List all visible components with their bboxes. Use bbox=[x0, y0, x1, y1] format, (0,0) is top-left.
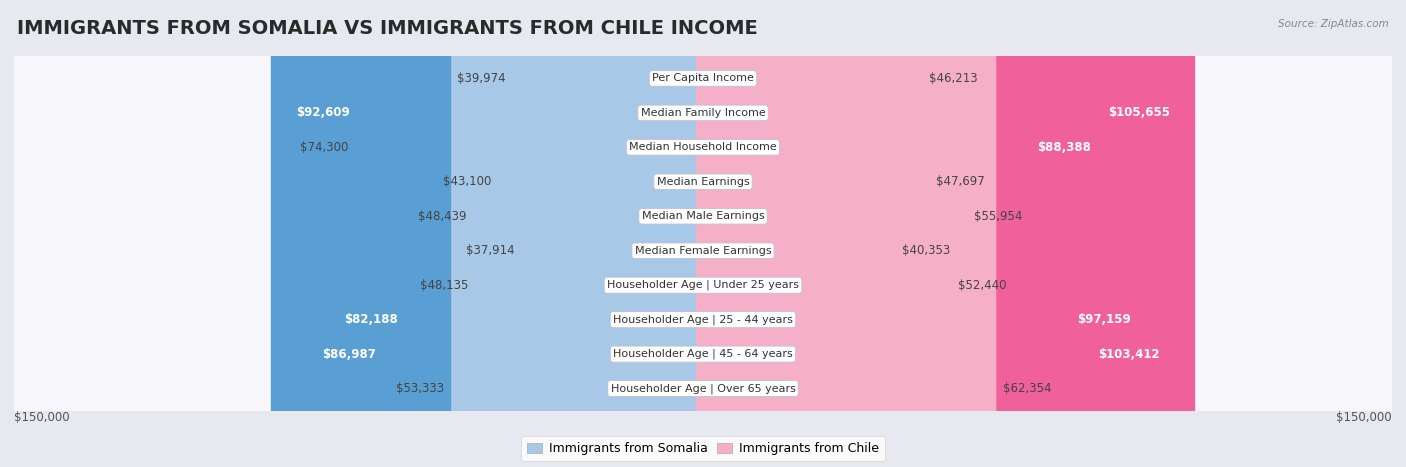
Text: Median Male Earnings: Median Male Earnings bbox=[641, 211, 765, 221]
FancyBboxPatch shape bbox=[10, 0, 1396, 467]
Text: Householder Age | Over 65 years: Householder Age | Over 65 years bbox=[610, 383, 796, 394]
FancyBboxPatch shape bbox=[10, 0, 1396, 467]
FancyBboxPatch shape bbox=[271, 0, 710, 467]
FancyBboxPatch shape bbox=[451, 0, 710, 467]
FancyBboxPatch shape bbox=[10, 0, 1396, 467]
Text: $43,100: $43,100 bbox=[443, 175, 491, 188]
Text: Householder Age | Under 25 years: Householder Age | Under 25 years bbox=[607, 280, 799, 290]
Text: $92,609: $92,609 bbox=[297, 106, 350, 120]
Legend: Immigrants from Somalia, Immigrants from Chile: Immigrants from Somalia, Immigrants from… bbox=[522, 436, 884, 461]
FancyBboxPatch shape bbox=[696, 0, 929, 467]
FancyBboxPatch shape bbox=[696, 0, 1195, 467]
FancyBboxPatch shape bbox=[696, 0, 1116, 467]
Text: $37,914: $37,914 bbox=[467, 244, 515, 257]
FancyBboxPatch shape bbox=[696, 0, 1156, 467]
Text: $39,974: $39,974 bbox=[457, 72, 506, 85]
FancyBboxPatch shape bbox=[10, 0, 1396, 467]
FancyBboxPatch shape bbox=[354, 0, 710, 467]
Text: $88,388: $88,388 bbox=[1036, 141, 1091, 154]
Text: Householder Age | 25 - 44 years: Householder Age | 25 - 44 years bbox=[613, 314, 793, 325]
Text: Median Family Income: Median Family Income bbox=[641, 108, 765, 118]
FancyBboxPatch shape bbox=[513, 0, 710, 467]
FancyBboxPatch shape bbox=[696, 0, 997, 467]
Text: $62,354: $62,354 bbox=[1002, 382, 1052, 395]
FancyBboxPatch shape bbox=[297, 0, 710, 467]
Text: $48,439: $48,439 bbox=[418, 210, 467, 223]
Text: $105,655: $105,655 bbox=[1108, 106, 1170, 120]
FancyBboxPatch shape bbox=[10, 0, 1396, 467]
Text: $103,412: $103,412 bbox=[1098, 347, 1160, 361]
Text: $48,135: $48,135 bbox=[420, 279, 468, 292]
FancyBboxPatch shape bbox=[319, 0, 710, 467]
Text: $150,000: $150,000 bbox=[1336, 411, 1392, 424]
Text: Per Capita Income: Per Capita Income bbox=[652, 73, 754, 84]
Text: $74,300: $74,300 bbox=[299, 141, 347, 154]
Text: IMMIGRANTS FROM SOMALIA VS IMMIGRANTS FROM CHILE INCOME: IMMIGRANTS FROM SOMALIA VS IMMIGRANTS FR… bbox=[17, 19, 758, 38]
FancyBboxPatch shape bbox=[696, 0, 1185, 467]
Text: $47,697: $47,697 bbox=[936, 175, 984, 188]
Text: $150,000: $150,000 bbox=[14, 411, 70, 424]
Text: $55,954: $55,954 bbox=[974, 210, 1022, 223]
Text: $52,440: $52,440 bbox=[957, 279, 1007, 292]
Text: Median Household Income: Median Household Income bbox=[628, 142, 778, 152]
Text: $97,159: $97,159 bbox=[1077, 313, 1130, 326]
FancyBboxPatch shape bbox=[498, 0, 710, 467]
FancyBboxPatch shape bbox=[10, 0, 1396, 467]
Text: $53,333: $53,333 bbox=[396, 382, 444, 395]
FancyBboxPatch shape bbox=[522, 0, 710, 467]
Text: Source: ZipAtlas.com: Source: ZipAtlas.com bbox=[1278, 19, 1389, 28]
FancyBboxPatch shape bbox=[474, 0, 710, 467]
FancyBboxPatch shape bbox=[696, 0, 922, 467]
Text: $40,353: $40,353 bbox=[903, 244, 950, 257]
FancyBboxPatch shape bbox=[696, 0, 967, 467]
FancyBboxPatch shape bbox=[10, 0, 1396, 467]
FancyBboxPatch shape bbox=[10, 0, 1396, 467]
Text: Median Female Earnings: Median Female Earnings bbox=[634, 246, 772, 256]
FancyBboxPatch shape bbox=[10, 0, 1396, 467]
FancyBboxPatch shape bbox=[696, 0, 896, 467]
Text: Householder Age | 45 - 64 years: Householder Age | 45 - 64 years bbox=[613, 349, 793, 359]
Text: $82,188: $82,188 bbox=[344, 313, 398, 326]
Text: $46,213: $46,213 bbox=[929, 72, 977, 85]
Text: Median Earnings: Median Earnings bbox=[657, 177, 749, 187]
FancyBboxPatch shape bbox=[10, 0, 1396, 467]
FancyBboxPatch shape bbox=[696, 0, 950, 467]
Text: $86,987: $86,987 bbox=[322, 347, 375, 361]
FancyBboxPatch shape bbox=[475, 0, 710, 467]
